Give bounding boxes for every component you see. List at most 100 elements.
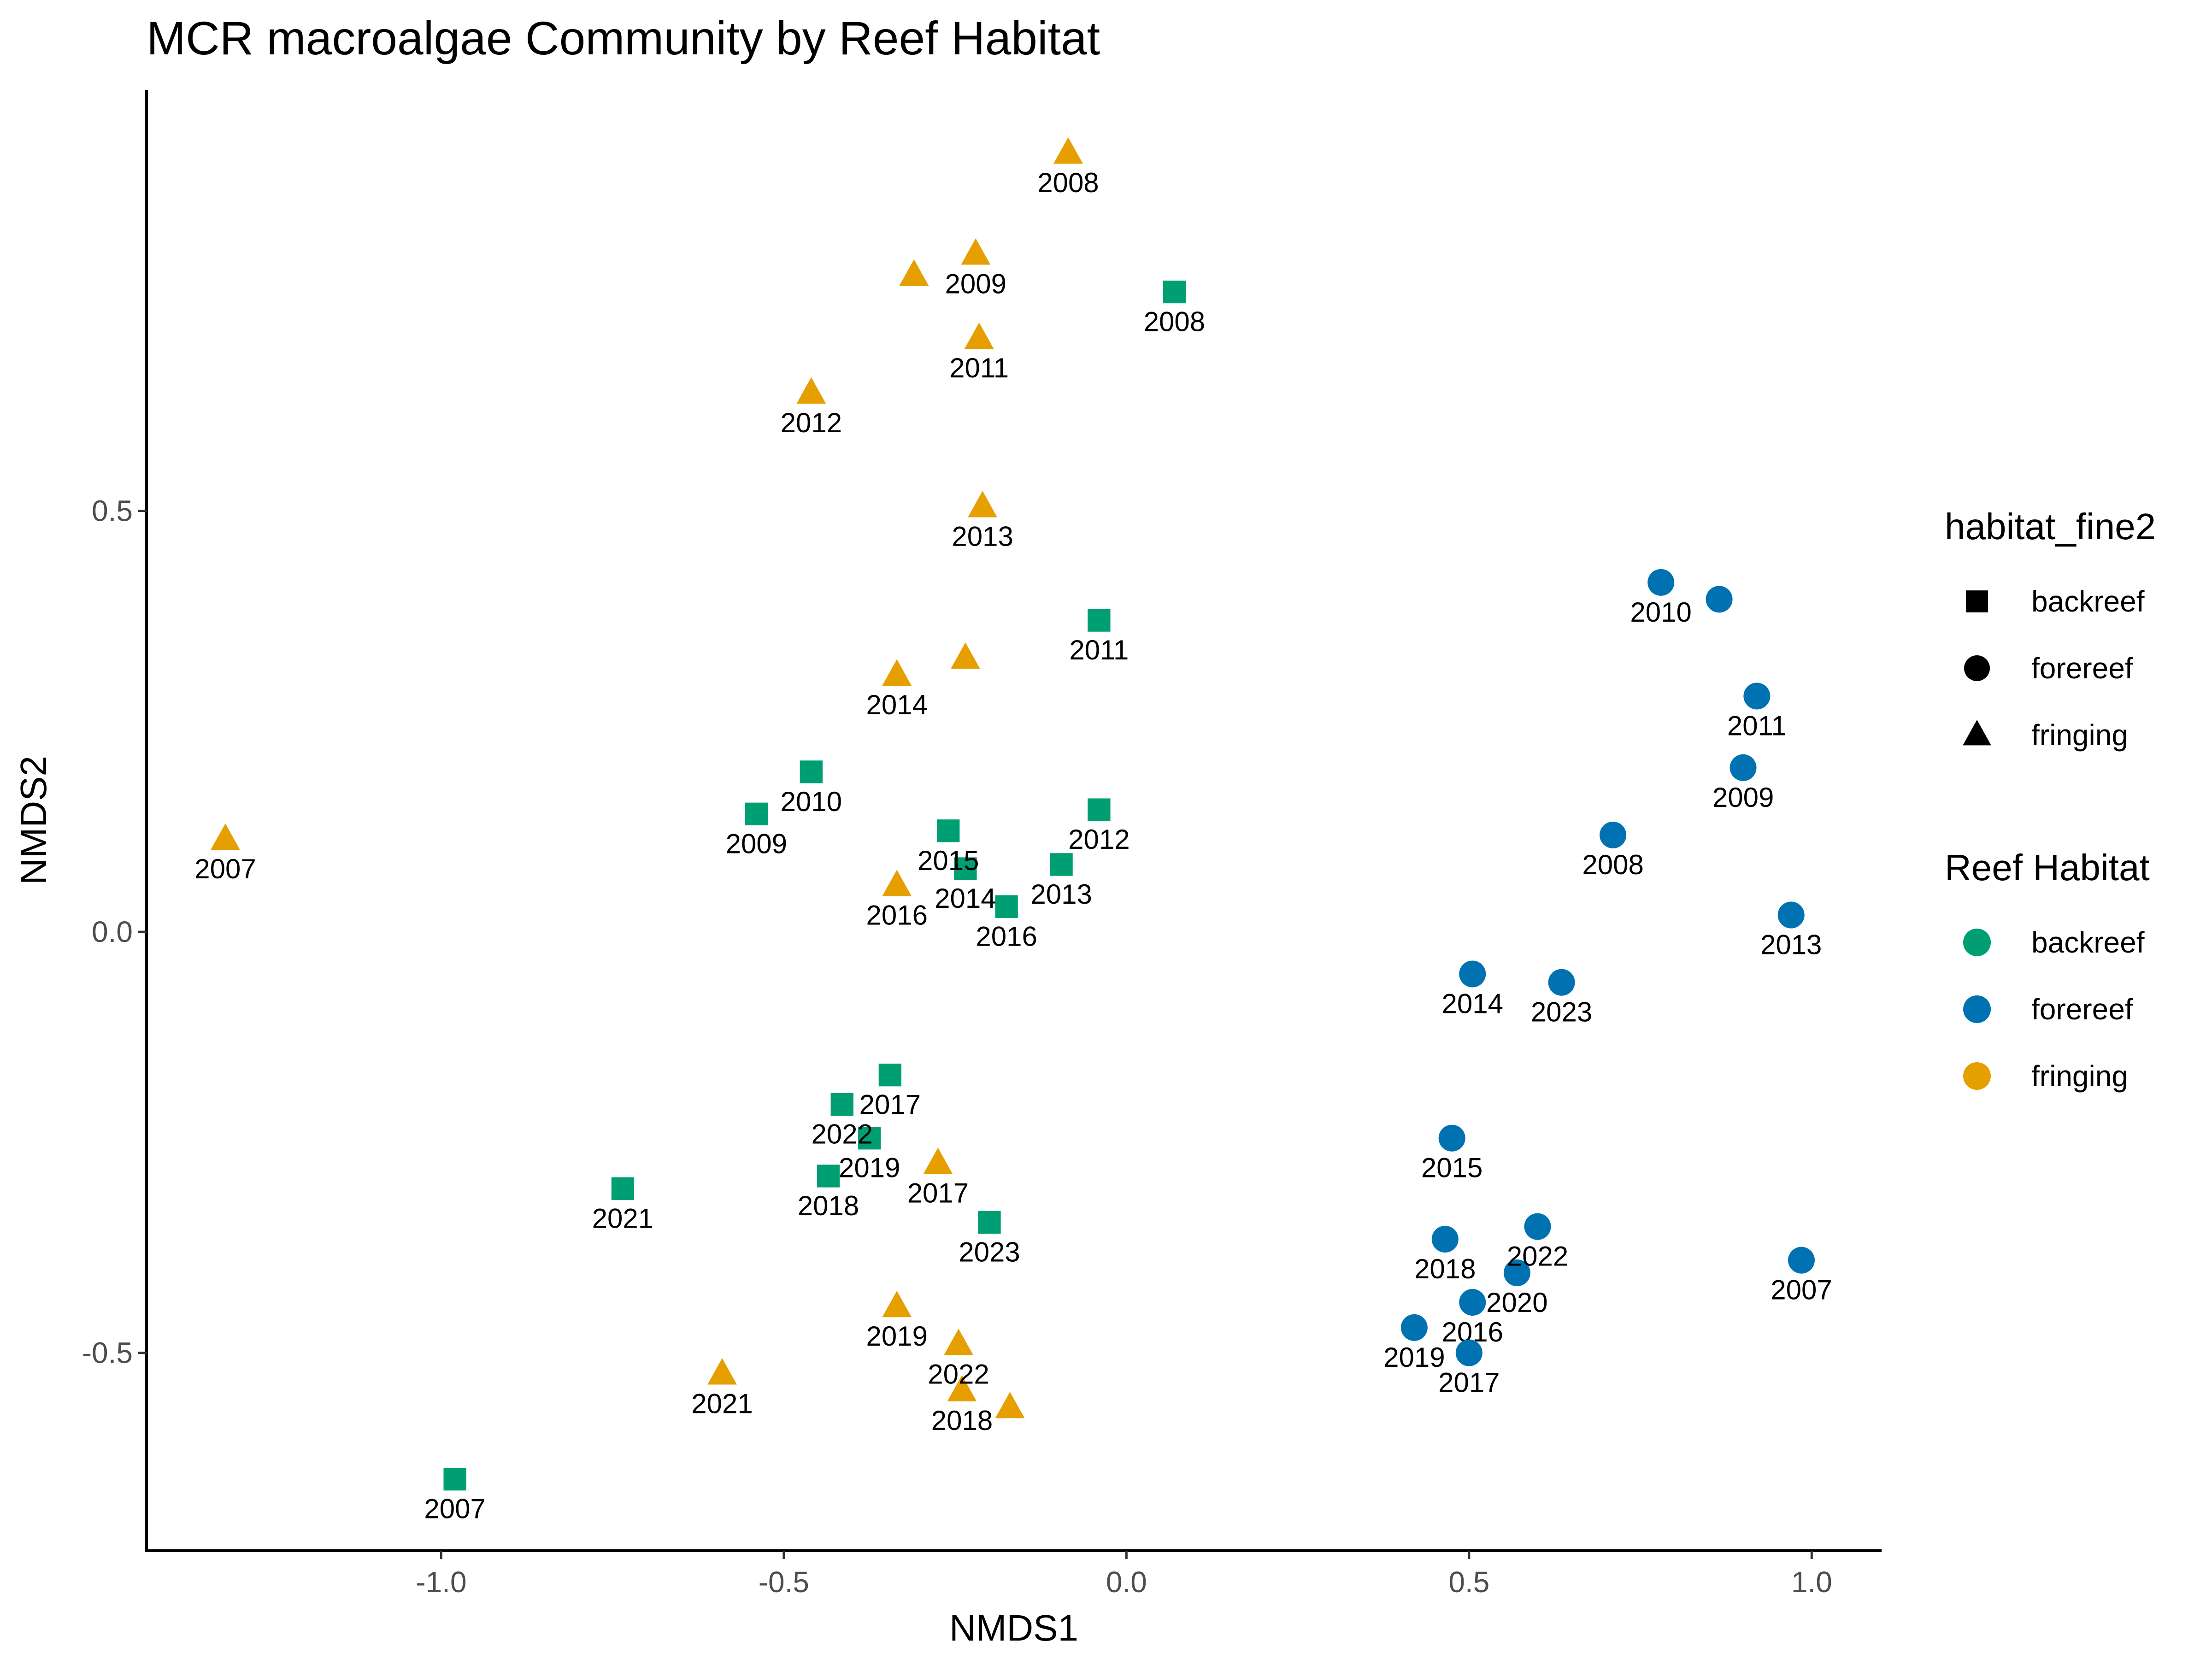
point-label: 2018 [931, 1405, 993, 1436]
x-tick-label: -0.5 [759, 1565, 809, 1599]
data-point-backreef [1050, 853, 1073, 876]
point-label: 2013 [1030, 879, 1092, 910]
data-point-forereef [1431, 1225, 1459, 1253]
data-point-fringing [968, 491, 997, 518]
point-label: 2022 [1507, 1241, 1568, 1272]
chart-title: MCR macroalgae Community by Reef Habitat [147, 12, 1100, 65]
point-label: 2018 [1414, 1253, 1476, 1284]
point-label: 2019 [839, 1153, 900, 1183]
point-label: 2007 [424, 1494, 485, 1524]
point-label: 2011 [1727, 711, 1787, 741]
point-label: 2014 [1442, 988, 1503, 1019]
data-point-forereef [1459, 960, 1486, 988]
data-point-backreef [611, 1177, 635, 1200]
data-point-backreef [858, 1127, 881, 1150]
data-point-fringing [964, 322, 994, 349]
data-point-forereef [1400, 1314, 1428, 1341]
x-tick-label: -1.0 [416, 1565, 466, 1599]
point-label: 2014 [866, 689, 927, 720]
point-label: 2008 [1582, 849, 1643, 880]
data-point-fringing [882, 659, 912, 686]
data-point-forereef [1524, 1213, 1551, 1240]
legend-label: fringing [2031, 718, 2128, 752]
point-label: 2017 [859, 1089, 921, 1120]
legend-color: Reef Habitat backreef forereef fringing [1945, 847, 2150, 1093]
point-label: 2011 [949, 353, 1009, 383]
point-label: 2015 [918, 845, 979, 876]
legend-shape: habitat_fine2 backreef forereef fringing [1945, 506, 2156, 752]
point-label: 2010 [1630, 597, 1691, 628]
data-point-forereef [1788, 1247, 1815, 1274]
point-label: 2009 [945, 268, 1006, 299]
point-label: 2011 [1069, 635, 1129, 665]
point-label: 2012 [781, 407, 842, 438]
data-point-forereef [1730, 754, 1757, 781]
legend-key-forereef [1964, 655, 1990, 681]
series-backreef: 2007 2008 2009 2010 2011 2012 2013 2014 2015 2016… [424, 280, 1205, 1524]
legend-label: forereef [2031, 652, 2133, 685]
data-point-fringing [899, 259, 929, 286]
data-point-fringing [707, 1358, 737, 1385]
data-point-forereef [1600, 821, 1627, 848]
y-axis-title: NMDS2 [13, 756, 54, 885]
data-point-backreef [1163, 280, 1186, 304]
point-label: 2016 [976, 921, 1037, 952]
data-point-fringing [882, 870, 912, 896]
point-label: 2017 [1438, 1367, 1500, 1398]
point-label: 2010 [781, 786, 842, 817]
point-label: 2019 [1383, 1342, 1445, 1373]
data-point-fringing [211, 823, 240, 850]
data-point-backreef [995, 895, 1018, 918]
legend-title: Reef Habitat [1945, 847, 2150, 888]
data-point-fringing [961, 238, 991, 265]
plot-area: 2007 2008 2009 2010 2011 2012 2013 2014 2015 2016… [194, 137, 1832, 1524]
data-point-backreef [800, 760, 823, 783]
legend-title: habitat_fine2 [1945, 506, 2156, 547]
point-label: 2007 [194, 853, 256, 884]
legend-label: backreef [2031, 926, 2145, 959]
point-label: 2008 [1037, 167, 1099, 198]
x-axis-title: NMDS1 [949, 1607, 1078, 1648]
point-label: 2021 [592, 1203, 653, 1234]
legend-key-fringing [1963, 1062, 1991, 1090]
y-axis-ticks: -0.5 0.0 0.5 [82, 494, 147, 1370]
point-label: 2014 [935, 883, 996, 914]
point-label: 2008 [1144, 306, 1205, 337]
data-point-forereef [1743, 682, 1771, 710]
legend-label: backreef [2031, 585, 2145, 618]
legend-key-backreef [1963, 929, 1991, 956]
point-label: 2023 [1531, 997, 1592, 1028]
point-label: 2016 [866, 900, 927, 931]
point-label: 2020 [1486, 1287, 1547, 1318]
data-point-backreef [443, 1468, 466, 1491]
data-point-fringing [882, 1290, 912, 1318]
legend-label: fringing [2031, 1059, 2128, 1093]
point-label: 2021 [691, 1388, 753, 1419]
legend-key-forereef [1963, 995, 1991, 1023]
point-label: 2023 [959, 1236, 1020, 1267]
legend-label: forereef [2031, 993, 2133, 1026]
data-point-forereef [1503, 1259, 1530, 1287]
data-point-forereef [1459, 1289, 1486, 1316]
data-point-fringing [995, 1392, 1025, 1418]
x-tick-label: 1.0 [1791, 1565, 1832, 1599]
point-label: 2009 [726, 828, 787, 859]
y-tick-label: 0.0 [92, 915, 133, 948]
data-point-fringing [796, 377, 826, 404]
point-label: 2022 [812, 1119, 873, 1150]
data-point-backreef [954, 857, 977, 880]
data-point-forereef [1777, 901, 1805, 929]
point-label: 2012 [1068, 824, 1130, 855]
data-point-forereef [1706, 586, 1733, 613]
point-label: 2022 [928, 1359, 989, 1389]
legends: habitat_fine2backreefforereeffringingRee… [1945, 506, 2156, 1093]
data-point-forereef [1647, 569, 1675, 596]
data-point-forereef [1438, 1124, 1465, 1152]
data-point-backreef [745, 802, 768, 825]
data-point-backreef [1088, 609, 1111, 632]
point-label: 2009 [1712, 782, 1774, 813]
series-fringing: 2007 2008 2009 2011 2012 2013 2014 2016 2017 2018… [194, 137, 1099, 1436]
data-point-forereef [1548, 969, 1575, 996]
